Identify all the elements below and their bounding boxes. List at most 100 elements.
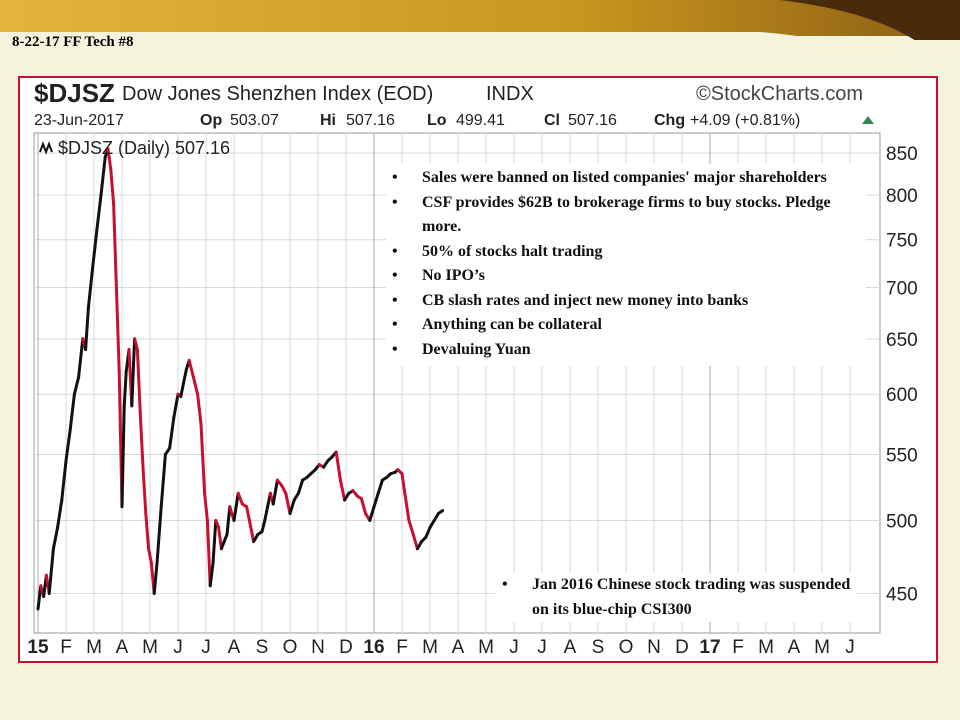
chart-exchange: INDX [486, 83, 534, 105]
x-tick-label: M [86, 637, 102, 658]
price-segment [122, 370, 128, 408]
price-segment [208, 561, 215, 588]
chart-symbol: $DJSZ [34, 78, 115, 108]
price-segment [114, 286, 121, 374]
price-segment [51, 525, 60, 551]
price-segment [284, 491, 292, 516]
price-segment [130, 337, 137, 408]
price-segment [64, 428, 72, 463]
lo-value: 499.41 [456, 112, 505, 129]
price-segment [400, 472, 407, 495]
y-tick-label: 800 [886, 186, 918, 207]
lo-label: Lo [427, 112, 447, 129]
chg-up-arrow-icon [862, 116, 874, 124]
x-tick-label: J [201, 637, 211, 658]
price-segment [296, 478, 305, 495]
cl-label: Cl [544, 112, 560, 129]
price-segment [187, 358, 195, 379]
y-tick-label: 600 [886, 385, 918, 406]
op-value: 503.07 [230, 112, 279, 129]
policy-annotation: Sales were banned on listed companies' m… [386, 164, 866, 366]
y-tick-label: 850 [886, 144, 918, 165]
chg-label: Chg [654, 112, 685, 129]
x-tick-label: D [675, 637, 689, 658]
x-tick-label: O [619, 637, 634, 658]
price-segment [232, 491, 240, 522]
chart-date: 23-Jun-2017 [34, 112, 124, 129]
y-axis-ticks: 450 500 550 600 650 700 750 800 850 [886, 144, 918, 605]
y-tick-label: 750 [886, 231, 918, 252]
policy-item: No IPO’s [386, 264, 866, 289]
price-segment [133, 337, 139, 352]
price-segment [247, 518, 256, 544]
x-axis-ticks: 15 F M A M J J A S O N D 16 F M A M J J A S O N D 17 F M A M J [27, 637, 854, 658]
x-tick-label: M [142, 637, 158, 658]
price-segment [109, 168, 116, 206]
op-label: Op [200, 112, 222, 129]
policy-item: Sales were banned on listed companies' m… [386, 166, 866, 191]
price-segment [376, 478, 384, 495]
hi-label: Hi [320, 112, 336, 129]
chg-value: +4.09 (+0.81%) [690, 112, 800, 129]
legend-label: $DJSZ (Daily) 507.16 [58, 138, 230, 158]
price-segment [403, 491, 411, 522]
price-segment [368, 505, 376, 522]
price-segment [68, 392, 76, 432]
y-tick-label: 450 [886, 584, 918, 605]
series-icon [39, 141, 53, 155]
hi-value: 507.16 [346, 112, 395, 129]
x-tick-label: A [564, 637, 577, 658]
price-segment [196, 392, 203, 426]
price-segment [84, 306, 90, 352]
price-segment [138, 410, 145, 469]
price-segment [155, 505, 163, 565]
cl-value: 507.16 [568, 112, 617, 129]
x-tick-label: 16 [363, 637, 384, 658]
price-segment [179, 381, 186, 399]
y-tick-label: 650 [886, 330, 918, 351]
price-segment [217, 525, 223, 551]
x-tick-label: N [311, 637, 325, 658]
price-segment [203, 491, 209, 522]
x-tick-label: A [228, 637, 241, 658]
x-tick-label: F [396, 637, 408, 658]
price-segment [120, 404, 126, 509]
x-tick-label: F [732, 637, 744, 658]
x-tick-label: J [173, 637, 183, 658]
policy-item: Devaluing Yuan [386, 338, 866, 363]
price-segment [72, 375, 81, 396]
policy-item: Anything can be collateral [386, 313, 866, 338]
price-segment [225, 505, 232, 536]
policy-item: CSF provides $62B to brokerage firms to … [386, 191, 866, 240]
price-segment [168, 416, 176, 450]
price-segment [424, 525, 432, 539]
policy-list: Sales were banned on listed companies' m… [386, 166, 866, 362]
price-segment [205, 518, 212, 588]
chart-source: ©StockCharts.com [696, 83, 863, 105]
x-tick-label: N [647, 637, 661, 658]
price-segment [91, 229, 99, 270]
price-segment [47, 547, 55, 595]
price-segment [106, 147, 113, 172]
x-tick-label: M [758, 637, 774, 658]
price-segment [263, 505, 270, 522]
price-segment [436, 509, 445, 516]
price-segment [245, 505, 251, 522]
price-segment [86, 266, 95, 310]
price-segment [99, 155, 107, 197]
price-segment [211, 518, 218, 565]
x-tick-label: S [592, 637, 605, 658]
price-segment [199, 422, 207, 495]
x-tick-label: O [283, 637, 298, 658]
x-tick-label: 15 [27, 637, 49, 658]
x-tick-label: J [845, 637, 855, 658]
price-segment [236, 491, 244, 506]
x-tick-label: M [422, 637, 438, 658]
top-banner [0, 0, 960, 40]
note-annotation: Jan 2016 Chinese stock trading was suspe… [496, 573, 856, 622]
price-segment [152, 561, 159, 595]
price-segment [182, 367, 188, 385]
x-tick-label: A [452, 637, 465, 658]
price-segment [141, 465, 148, 516]
x-tick-label: A [116, 637, 129, 658]
